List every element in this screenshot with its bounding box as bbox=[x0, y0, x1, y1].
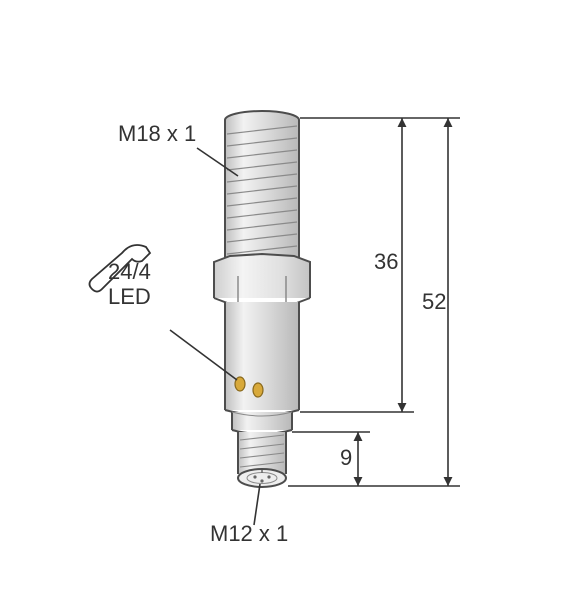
label-thread-top: M18 x 1 bbox=[118, 122, 196, 146]
dim-overall: 52 bbox=[422, 290, 446, 314]
dim-upper-body: 36 bbox=[374, 250, 398, 274]
label-led: LED bbox=[108, 285, 151, 309]
label-thread-bottom: M12 x 1 bbox=[210, 522, 288, 546]
sensor-body-upper bbox=[225, 111, 299, 258]
label-wrench-size: 24/4 bbox=[108, 260, 151, 284]
connector-step bbox=[232, 412, 292, 434]
led-indicator-2 bbox=[253, 383, 263, 397]
m12-connector bbox=[238, 432, 286, 487]
hex-nut bbox=[214, 254, 310, 306]
diagram-canvas: M18 x 1 24/4 LED M12 x 1 36 52 9 bbox=[0, 0, 565, 608]
sensor-drawing bbox=[0, 0, 565, 608]
sensor-body-lower bbox=[225, 302, 299, 415]
dim-connector: 9 bbox=[340, 446, 352, 470]
